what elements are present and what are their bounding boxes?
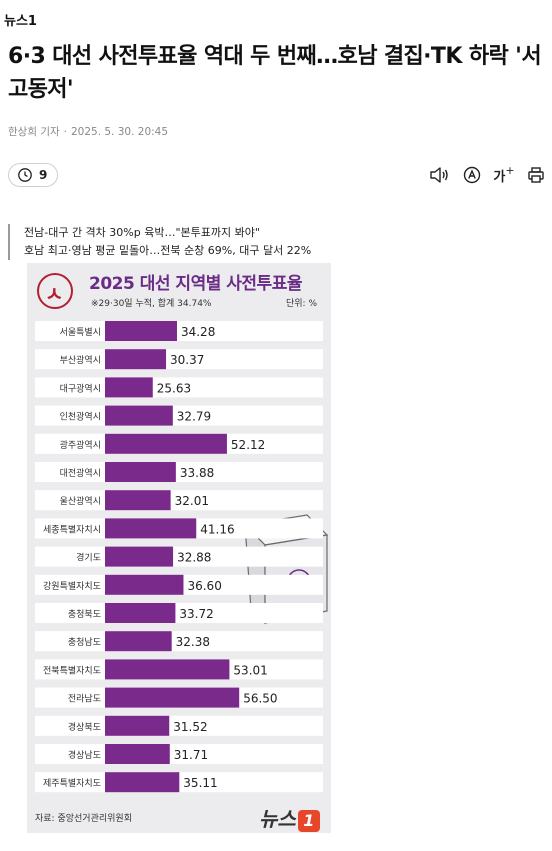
bar [105, 659, 230, 680]
translate-button[interactable] [461, 164, 483, 186]
value-label: 36.60 [187, 579, 221, 593]
ballot-stamp-icon: ㅅ [37, 273, 73, 309]
clock-comment-icon [18, 168, 32, 182]
value-label: 32.38 [176, 635, 210, 649]
publish-date: 2025. 5. 30. 20:45 [70, 126, 169, 138]
infographic-unit: 단위: % [286, 299, 318, 309]
category-label: 경상남도 [68, 749, 101, 761]
bar [105, 490, 171, 511]
infographic: ㅅ 2025 대선 지역별 사전투표율 ※29·30일 누적, 합계 34.74… [27, 263, 331, 833]
bar [105, 349, 167, 370]
value-label: 33.88 [180, 466, 214, 480]
bar [105, 744, 170, 764]
bar [105, 433, 227, 454]
value-label: 34.28 [181, 325, 215, 339]
author-name[interactable]: 한상희 기자 [8, 126, 60, 138]
category-label: 충청북도 [68, 609, 101, 620]
value-label: 31.71 [174, 748, 208, 762]
font-size-button[interactable]: 가 + [493, 164, 515, 186]
value-label: 31.52 [173, 720, 207, 734]
bar-chart: 서울특별시 34.28 부산광역시 30.37 대구광역시 25.63 인천광역시 32.79… [35, 321, 329, 793]
translate-icon [463, 166, 481, 184]
value-label: 56.50 [243, 692, 277, 706]
article-summary: 전남-대구 간 격차 30%p 육박…"본투표까지 봐야" 호남 최고·영남 평… [8, 224, 311, 260]
brand-text: 뉴스 [259, 807, 296, 831]
category-label: 경기도 [76, 552, 101, 564]
comment-button[interactable]: 9 [8, 163, 59, 187]
category-label: 대전광역시 [60, 467, 101, 479]
bar [105, 631, 172, 652]
infographic-title: 2025 대선 지역별 사전투표율 [89, 274, 302, 294]
infographic-source: 자료: 중앙선거관리위원회 [35, 814, 132, 824]
category-label: 대구광역시 [60, 382, 101, 394]
category-label: 강원특별자치도 [43, 580, 101, 592]
value-label: 25.63 [157, 381, 191, 395]
article-title: 6·3 대선 사전투표율 역대 두 번째…호남 결집·TK 하락 '서고동저' [8, 44, 542, 102]
value-label: 53.01 [233, 663, 267, 677]
value-label: 33.72 [179, 607, 213, 621]
font-size-icon: 가 [493, 169, 506, 185]
bar [105, 518, 197, 539]
value-label: 32.88 [177, 551, 211, 565]
bar [105, 546, 174, 567]
summary-line: 전남-대구 간 격차 30%p 육박…"본투표까지 봐야" [24, 226, 260, 239]
print-icon [528, 167, 544, 183]
comment-count: 9 [39, 168, 48, 182]
bar [105, 462, 176, 482]
category-label: 세종특별자치시 [43, 523, 101, 535]
article-toolbar: 9 가 + [0, 160, 552, 192]
category-label: 전라남도 [68, 694, 101, 705]
brand-logo: 뉴스 1 [259, 803, 320, 832]
bar [105, 715, 170, 736]
brand-number: 1 [297, 810, 320, 832]
value-label: 32.79 [177, 410, 211, 424]
category-label: 전북특별자치도 [43, 664, 101, 676]
value-label: 41.16 [200, 522, 234, 536]
category-label: 울산광역시 [60, 495, 101, 507]
print-button[interactable] [525, 164, 547, 186]
bar [105, 687, 240, 708]
bar [105, 377, 153, 398]
category-label: 부산광역시 [60, 354, 101, 366]
speaker-button[interactable] [428, 164, 450, 186]
bar [105, 321, 177, 341]
category-label: 서울특별시 [60, 327, 101, 338]
byline: 한상희 기자 · 2025. 5. 30. 20:45 [8, 126, 169, 138]
infographic-subtitle: ※29·30일 누적, 합계 34.74% [91, 299, 212, 309]
bar [105, 405, 173, 426]
value-label: 32.01 [175, 494, 209, 508]
value-label: 52.12 [231, 438, 265, 452]
category-label: 광주광역시 [60, 439, 101, 451]
bar [105, 574, 184, 595]
category-label: 인천광역시 [60, 411, 101, 423]
category-label: 제주특별자치도 [43, 777, 101, 789]
value-label: 30.37 [170, 353, 204, 367]
category-label: 충청남도 [68, 637, 101, 648]
speaker-icon [430, 167, 448, 183]
top-bar: 뉴스1 [0, 0, 552, 38]
bar [105, 772, 180, 793]
summary-line: 호남 최고·영남 평균 밑돌아…전북 순창 69%, 대구 달서 22% [24, 244, 312, 257]
value-label: 35.11 [183, 776, 217, 790]
bar [105, 603, 176, 623]
plus-icon: + [505, 163, 515, 177]
site-logo[interactable]: 뉴스1 [4, 14, 37, 29]
category-label: 경상북도 [68, 721, 101, 733]
